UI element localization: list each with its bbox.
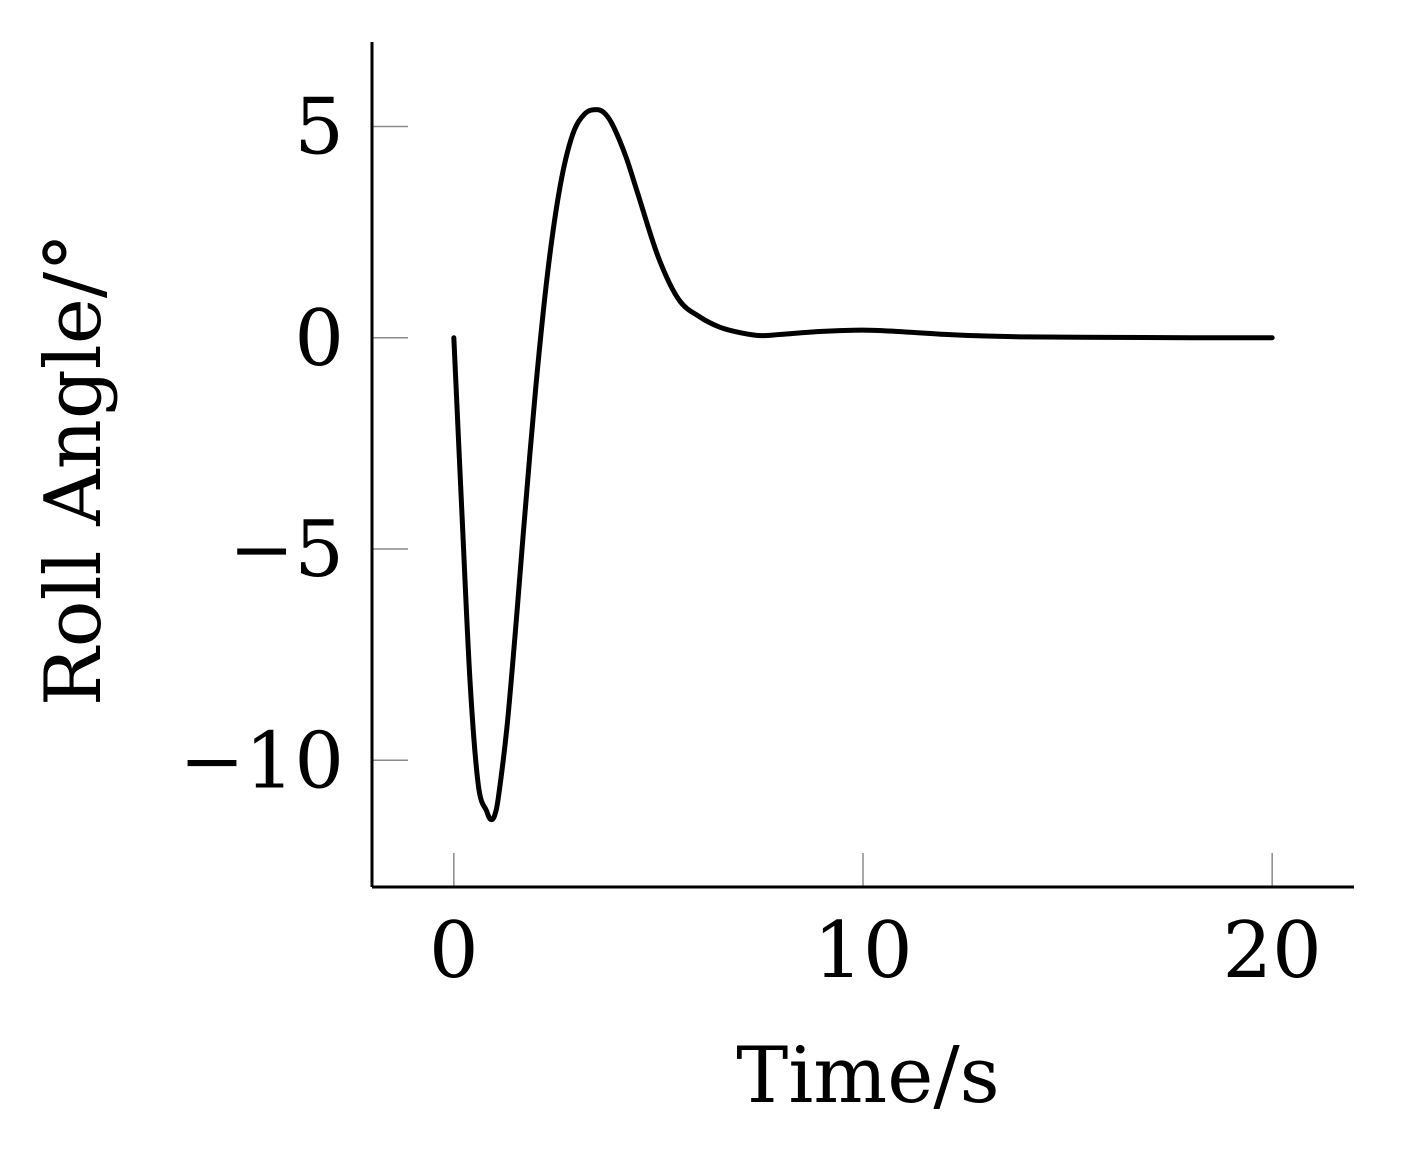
y-axis-title: Roll Angle/° bbox=[29, 233, 119, 706]
roll-angle-series-line bbox=[451, 107, 1275, 823]
y-tick-label: −5 bbox=[229, 505, 344, 595]
x-axis-title: Time/s bbox=[736, 1031, 999, 1121]
y-tick-label: −10 bbox=[179, 716, 344, 806]
x-tick-label: 0 bbox=[429, 906, 479, 996]
y-tick-label: 5 bbox=[294, 83, 344, 173]
x-tick-label: 20 bbox=[1223, 906, 1322, 996]
series-layer bbox=[451, 107, 1275, 823]
x-tick-label: 10 bbox=[813, 906, 912, 996]
ticks-layer: 0 10 20 −10 −5 0 5 bbox=[179, 83, 1321, 997]
y-tick-label: 0 bbox=[294, 294, 344, 384]
